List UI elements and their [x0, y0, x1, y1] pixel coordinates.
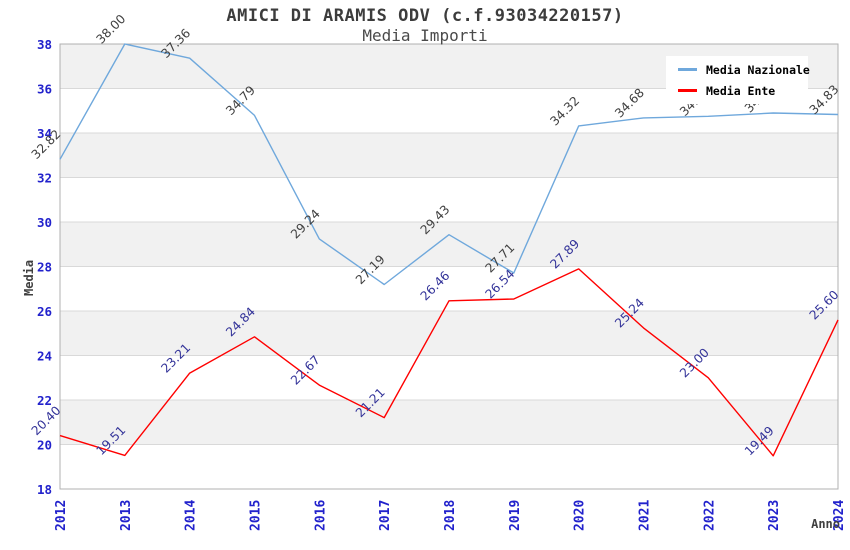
- series-line-media-ente: [59, 268, 839, 457]
- y-tick-label: 36: [37, 82, 52, 97]
- y-tick-label: 24: [37, 349, 52, 364]
- x-tick-label: 2021: [638, 500, 653, 531]
- plot-frame: [59, 43, 839, 490]
- data-point-label: 22.67: [288, 353, 323, 388]
- x-tick-label: 2016: [313, 500, 328, 531]
- y-tick-label: 18: [37, 482, 52, 497]
- legend-label: Media Nazionale: [706, 62, 810, 77]
- x-tick-label: 2015: [249, 500, 264, 531]
- y-tick-label: 38: [37, 37, 52, 52]
- plot-band: [60, 311, 838, 356]
- y-axis-title: Media: [22, 260, 36, 296]
- data-point-label: 20.40: [29, 403, 64, 438]
- y-tick-label: 34: [37, 126, 52, 141]
- y-tick-label: 20: [37, 438, 52, 453]
- x-tick-label: 2013: [119, 500, 134, 531]
- data-point-label: 34.68: [612, 86, 647, 121]
- plot-band: [60, 400, 838, 445]
- x-tick-label: 2014: [184, 500, 199, 531]
- x-axis-title: Anno: [811, 517, 840, 531]
- media-ente-line-swatch-icon: [678, 89, 697, 92]
- data-point-label: 34.32: [547, 94, 582, 129]
- legend-item-media-nazionale: Media Nazionale: [666, 62, 810, 77]
- x-tick-label: 2020: [573, 500, 588, 531]
- x-tick-label: 2024: [832, 500, 847, 531]
- plot-band: [60, 222, 838, 267]
- x-tick-label: 2012: [54, 500, 69, 531]
- data-point-label: 26.46: [418, 268, 453, 303]
- media-nazionale-line-swatch-icon: [678, 68, 697, 71]
- x-tick-label: 2019: [508, 500, 523, 531]
- y-tick-label: 26: [37, 304, 52, 319]
- x-tick-label: 2023: [767, 500, 782, 531]
- y-tick-label: 22: [37, 393, 52, 408]
- y-tick-label: 30: [37, 215, 52, 230]
- legend-item-media-ente: Media Ente: [666, 84, 808, 98]
- y-tick-label: 32: [37, 171, 52, 186]
- chart-subtitle: Media Importi: [362, 26, 488, 45]
- chart-legend: Media Nazionale Media Ente: [666, 56, 810, 104]
- x-tick-label: 2022: [702, 500, 717, 531]
- legend-label: Media Ente: [706, 83, 776, 98]
- plot-band: [60, 133, 838, 178]
- x-tick-label: 2018: [443, 500, 458, 531]
- chart-title: AMICI DI ARAMIS ODV (c.f.93034220157): [226, 6, 624, 26]
- x-tick-label: 2017: [378, 500, 393, 531]
- y-tick-label: 28: [37, 260, 52, 275]
- series-line-media-nazionale: [59, 43, 839, 286]
